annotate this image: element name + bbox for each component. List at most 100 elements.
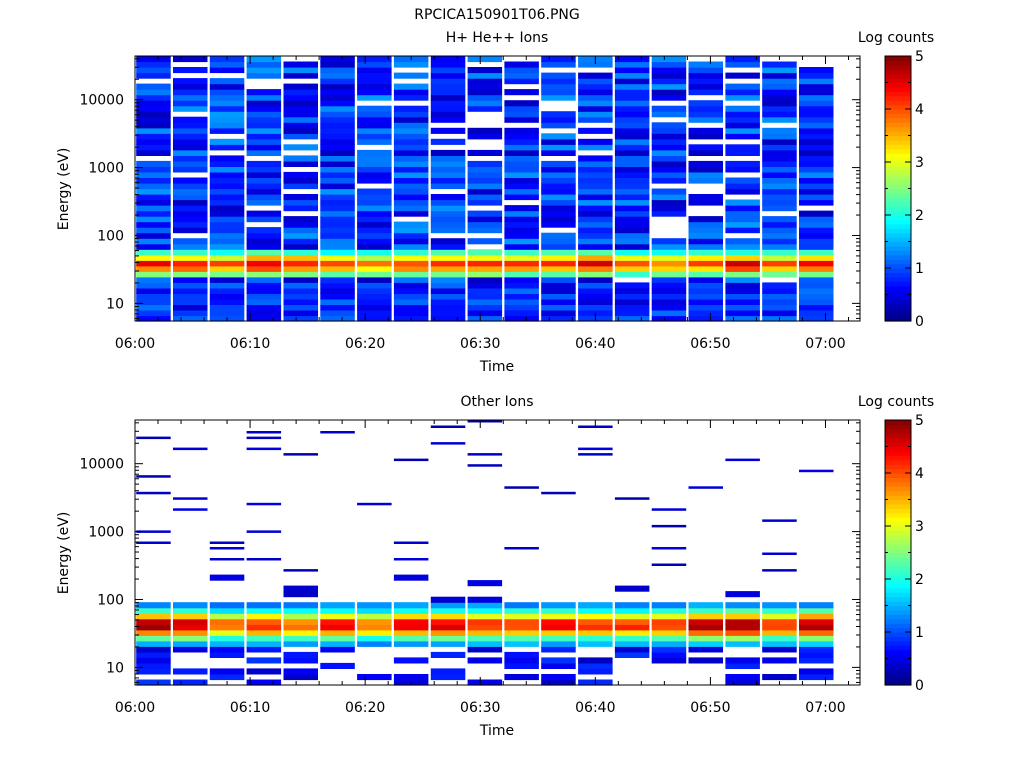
heatmap-cell [173, 668, 208, 675]
heatmap-cell [430, 315, 466, 322]
heatmap-cell [799, 243, 834, 250]
heatmap-cell [725, 243, 760, 250]
heatmap-cell [614, 160, 650, 167]
heatmap-cell [762, 607, 797, 614]
heatmap-cell [320, 89, 355, 96]
heatmap-cell [688, 602, 723, 609]
heatmap-cell [430, 618, 466, 625]
heatmap-cell [651, 171, 687, 178]
heatmap-cell [430, 116, 466, 123]
heatmap-cell [246, 122, 282, 129]
colorbar-segment [885, 197, 911, 203]
heatmap-cell [136, 194, 171, 201]
heatmap-cell [246, 276, 282, 283]
heatmap-cell [651, 205, 687, 212]
heatmap-cell [725, 166, 760, 173]
heatmap-cell [320, 100, 355, 107]
heatmap-cell [614, 133, 650, 140]
heatmap-cell [283, 221, 318, 228]
heatmap-cell [283, 111, 318, 118]
heatmap-cell [283, 94, 318, 101]
heatmap-cell [209, 210, 245, 217]
heatmap-cell [614, 298, 650, 305]
x-tick-label: 06:30 [460, 336, 500, 352]
y-axis-label: Energy (eV) [56, 512, 72, 595]
colorbar-segment [885, 676, 911, 682]
heatmap-cell [393, 89, 429, 96]
colorbar-segment [885, 250, 911, 256]
colorbar-segment [885, 618, 911, 624]
heatmap-cell [246, 447, 282, 451]
heatmap-cell [209, 613, 245, 620]
colorbar-segment [885, 442, 911, 448]
heatmap-cell [614, 254, 650, 261]
heatmap-cell [136, 315, 171, 322]
heatmap-cell [173, 199, 208, 206]
heatmap-cell [283, 310, 318, 317]
heatmap-cell [173, 210, 208, 217]
heatmap-cell [614, 629, 650, 636]
heatmap-cell [430, 674, 466, 681]
heatmap-cell [430, 56, 466, 63]
heatmap-cell [725, 276, 760, 283]
heatmap-cell [614, 651, 650, 658]
heatmap-cell [578, 127, 613, 134]
heatmap-cell [136, 89, 171, 96]
heatmap-cell [320, 67, 355, 74]
heatmap-cell [688, 276, 723, 283]
heatmap-cell [467, 596, 503, 603]
heatmap-cell [467, 216, 503, 223]
heatmap-cell [614, 243, 650, 250]
heatmap-cell [173, 624, 208, 631]
heatmap-cell [283, 304, 318, 311]
heatmap-cell [799, 646, 834, 653]
heatmap-cell [320, 304, 355, 311]
heatmap-cell [320, 629, 355, 636]
heatmap-cell [504, 624, 539, 631]
heatmap-cell [209, 221, 245, 228]
heatmap-cell [651, 67, 687, 74]
heatmap-cell [467, 194, 503, 201]
heatmap-cell [725, 679, 760, 686]
heatmap-cell [246, 160, 282, 167]
colorbar-segment [885, 237, 911, 243]
heatmap-cell [209, 144, 245, 151]
colorbar-tick-label: 3 [915, 155, 924, 171]
heatmap-cell [725, 249, 760, 256]
heatmap-cell [614, 646, 650, 653]
heatmap-cell [688, 72, 723, 79]
heatmap-cell [725, 83, 760, 90]
heatmap-cell [173, 287, 208, 294]
heatmap-cell [504, 127, 539, 134]
heatmap-cell [467, 464, 503, 467]
x-tick-label: 07:00 [805, 336, 845, 352]
heatmap-cell [799, 657, 834, 664]
heatmap-cell [799, 287, 834, 294]
heatmap-cell [799, 469, 834, 473]
heatmap-cell [504, 271, 539, 278]
heatmap-cell [283, 122, 318, 129]
heatmap-cell [246, 166, 282, 173]
heatmap-cell [799, 133, 834, 140]
heatmap-cell [614, 89, 650, 96]
heatmap-cell [467, 282, 503, 289]
heatmap-cell [283, 133, 318, 140]
heatmap-cell [725, 160, 760, 167]
heatmap-cell [136, 216, 171, 223]
heatmap-cell [173, 155, 208, 162]
heatmap-cell [173, 497, 208, 500]
heatmap-cell [541, 205, 576, 212]
heatmap-cell [578, 188, 613, 195]
heatmap-cell [541, 282, 576, 289]
heatmap-cell [799, 607, 834, 614]
heatmap-cell [578, 243, 613, 250]
heatmap-cells [136, 420, 834, 686]
heatmap-cell [688, 238, 723, 245]
heatmap-cell [393, 541, 429, 544]
heatmap-cell [430, 216, 466, 223]
heatmap-cell [799, 67, 834, 74]
heatmap-cell [320, 194, 355, 201]
heatmap-cell [357, 149, 392, 156]
heatmap-cell [467, 602, 503, 609]
heatmap-cell [541, 293, 576, 300]
